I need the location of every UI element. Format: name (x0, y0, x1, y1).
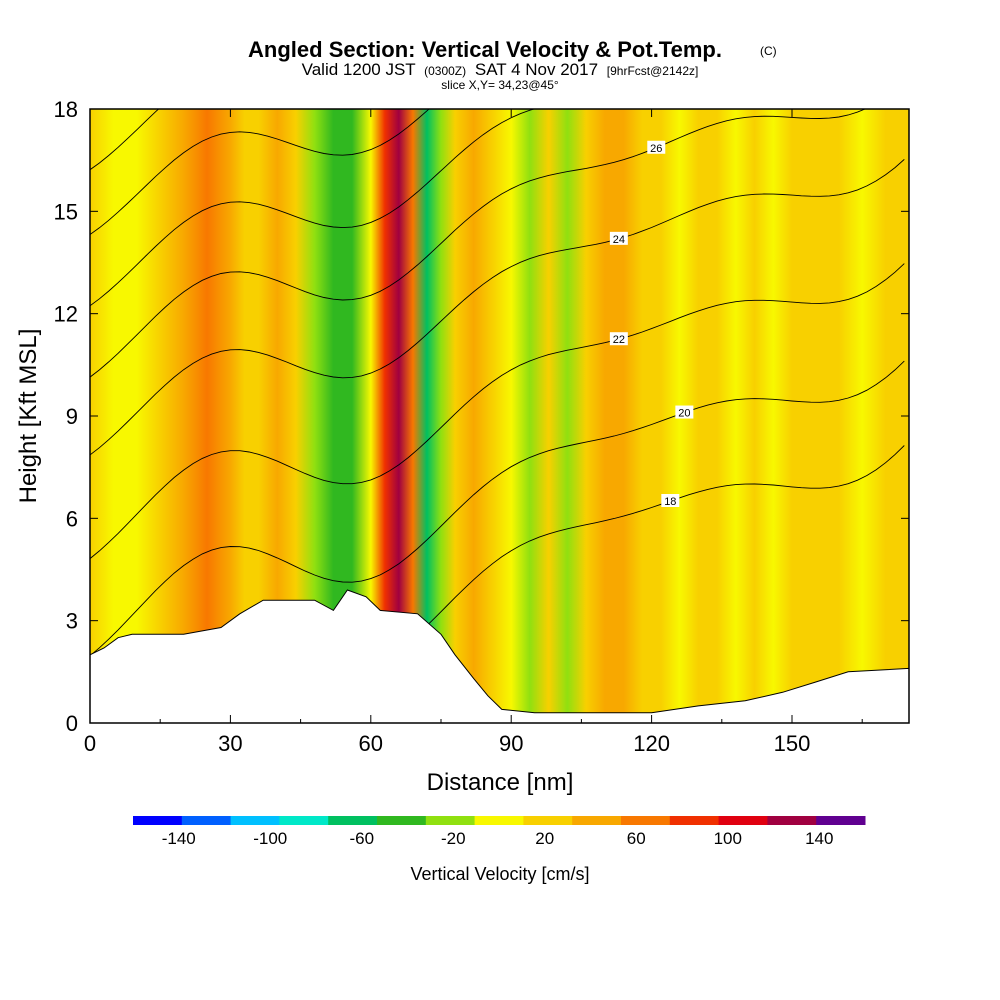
svg-text:26: 26 (650, 143, 662, 155)
contour-label-24: 24 (609, 231, 628, 246)
colorbar-segment (816, 816, 866, 825)
contour-labels: 18 20 22 24 26 (609, 140, 694, 508)
colorbar-segment (425, 816, 476, 825)
velocity-field (90, 109, 909, 723)
x-tick-label: 60 (359, 731, 383, 756)
theta-contour-26 (90, 109, 867, 378)
chart-title: Angled Section: Vertical Velocity & Pot.… (248, 37, 722, 62)
colorbar-segment (328, 816, 378, 825)
colorbar-segment (718, 816, 768, 825)
x-axis-ticks: 0 30 60 90 120 150 (84, 109, 863, 756)
x-tick-label: 150 (774, 731, 811, 756)
plot-area: 18 20 22 24 26 (90, 109, 909, 723)
x-tick-label: 90 (499, 731, 523, 756)
x-tick-label: 30 (218, 731, 242, 756)
x-tick-label: 120 (633, 731, 670, 756)
svg-text:22: 22 (613, 334, 625, 346)
theta-contour-22 (90, 263, 905, 559)
theta-contour-28 (90, 109, 536, 307)
colorbar-segment (572, 816, 622, 825)
valid-prefix: Valid 1200 JST (302, 60, 416, 79)
colorbar-tick-label: -100 (253, 829, 287, 848)
svg-text:20: 20 (678, 408, 690, 420)
velocity-colorbar (133, 816, 866, 825)
colorbar-label: Vertical Velocity [cm/s] (410, 864, 589, 884)
colorbar-tick-labels: -140 -100 -60 -20 20 60 100 140 (162, 829, 834, 848)
theta-contour-30 (90, 109, 430, 235)
colorbar-segment (767, 816, 817, 825)
colorbar-tick-label: -140 (162, 829, 196, 848)
theta-contour-20 (90, 360, 905, 657)
valid-date: SAT 4 Nov 2017 (475, 60, 598, 79)
y-tick-label: 12 (54, 302, 78, 327)
terrain-mask (90, 589, 909, 723)
colorbar-segment (279, 816, 329, 825)
copyright-mark: (C) (760, 44, 777, 58)
colorbar-tick-label: 20 (535, 829, 554, 848)
forecast-tag: [9hrFcst@2142z] (607, 64, 699, 78)
colorbar-segment (474, 816, 524, 825)
colorbar-segment (133, 816, 183, 825)
contour-label-22: 22 (609, 332, 628, 346)
theta-contour-24 (90, 159, 905, 456)
colorbar-tick-label: 100 (714, 829, 742, 848)
colorbar-tick-label: -20 (441, 829, 466, 848)
slice-info: slice X,Y= 34,23@45° (441, 78, 559, 92)
svg-text:24: 24 (613, 234, 625, 246)
colorbar-tick-label: -60 (349, 829, 374, 848)
y-tick-label: 9 (66, 404, 78, 429)
contour-label-20: 20 (675, 405, 694, 420)
colorbar-tick-label: 60 (627, 829, 646, 848)
contour-label-26: 26 (647, 140, 666, 155)
colorbar-segment (230, 816, 280, 825)
y-axis-label: Height [Kft MSL] (15, 329, 42, 504)
colorbar-segment (377, 816, 427, 825)
colorbar-segment (669, 816, 720, 825)
y-tick-label: 3 (66, 609, 78, 634)
contour-label-18: 18 (661, 494, 680, 508)
y-tick-label: 15 (54, 199, 78, 224)
x-tick-label: 0 (84, 731, 96, 756)
y-tick-label: 18 (54, 97, 78, 122)
x-axis-label: Distance [nm] (427, 769, 574, 796)
y-tick-label: 0 (66, 711, 78, 736)
valid-time-subtitle: Valid 1200 JST (0300Z) SAT 4 Nov 2017 [9… (302, 60, 699, 79)
y-tick-label: 6 (66, 506, 78, 531)
y-axis-ticks: 0 3 6 9 12 15 18 (54, 97, 909, 736)
colorbar-tick-label: 140 (805, 829, 833, 848)
valid-zulu: (0300Z) (424, 64, 466, 78)
colorbar-segment (523, 816, 573, 825)
colorbar-segment (621, 816, 671, 825)
svg-text:18: 18 (664, 496, 676, 508)
colorbar-segment (181, 816, 232, 825)
